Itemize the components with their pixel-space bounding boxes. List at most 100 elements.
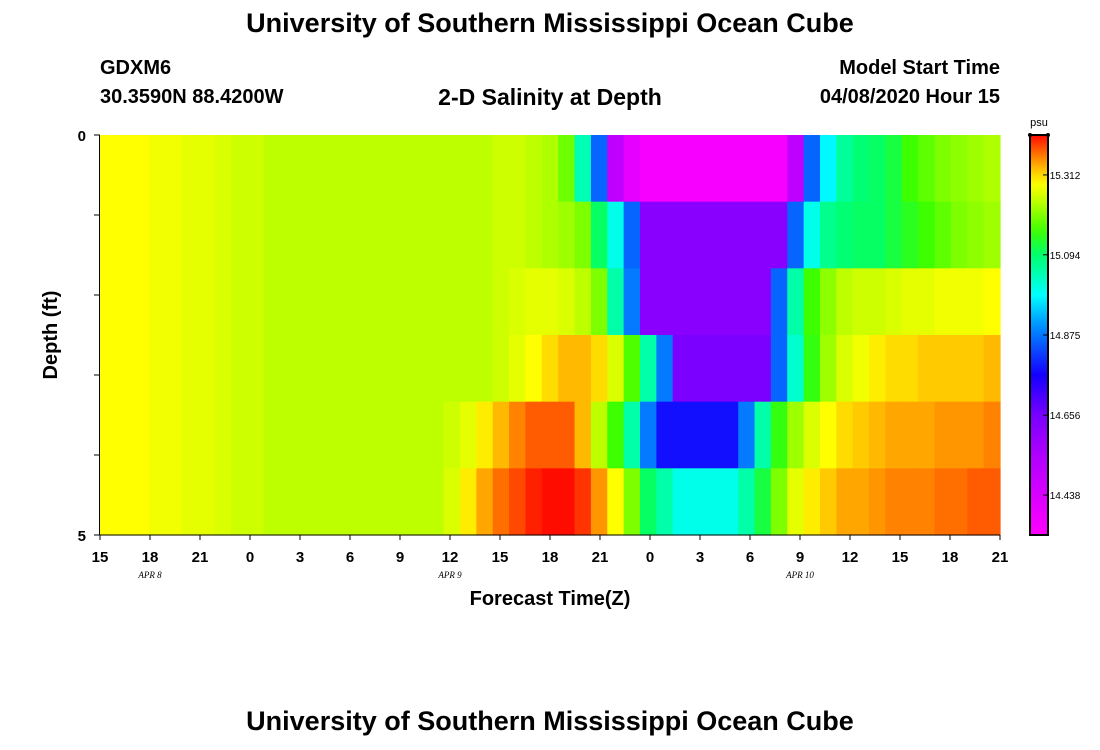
heatmap-cell bbox=[460, 268, 477, 336]
heatmap-cell bbox=[296, 401, 314, 469]
heatmap-cell bbox=[950, 401, 968, 469]
heatmap-cell bbox=[443, 135, 461, 203]
heatmap-cell bbox=[901, 335, 919, 403]
heatmap-cell bbox=[427, 468, 445, 536]
heatmap-cell bbox=[230, 135, 248, 203]
heatmap-cell bbox=[165, 468, 183, 536]
heatmap-cell bbox=[230, 335, 248, 403]
x-tick-label: 15 bbox=[92, 549, 109, 566]
heatmap-cell bbox=[721, 135, 739, 203]
station-coordinates: 30.3590N 88.4200W bbox=[100, 86, 284, 108]
heatmap-cell bbox=[181, 135, 199, 203]
heatmap-cell bbox=[149, 468, 167, 536]
heatmap-cell bbox=[394, 335, 412, 403]
x-tick-label: 9 bbox=[396, 549, 404, 566]
colorbar-tick-label: 15.312 bbox=[1050, 171, 1081, 182]
heatmap-cell bbox=[525, 268, 543, 336]
colorbar-corner-dot bbox=[1046, 133, 1050, 137]
heatmap-cell bbox=[787, 335, 805, 403]
heatmap-cell bbox=[149, 401, 167, 469]
heatmap-cell bbox=[869, 335, 887, 403]
heatmap-cell bbox=[181, 268, 199, 336]
heatmap-cell bbox=[263, 268, 281, 336]
heatmap-cell bbox=[820, 135, 837, 203]
heatmap-cell bbox=[361, 135, 379, 203]
heatmap-cell bbox=[460, 468, 477, 536]
heatmap-cell bbox=[869, 468, 887, 536]
heatmap-cell bbox=[934, 135, 952, 203]
heatmap-cell bbox=[296, 335, 314, 403]
heatmap-cell bbox=[983, 468, 1001, 536]
heatmap-cell bbox=[803, 268, 821, 336]
heatmap-cell bbox=[280, 401, 297, 469]
heatmap-cell bbox=[247, 268, 265, 336]
heatmap-cell bbox=[492, 201, 510, 269]
heatmap-cell bbox=[280, 335, 297, 403]
heatmap-cell bbox=[787, 135, 805, 203]
heatmap-cell bbox=[476, 201, 494, 269]
heatmap-cell bbox=[656, 468, 674, 536]
heatmap-cell bbox=[885, 201, 903, 269]
heatmap-cell bbox=[950, 335, 968, 403]
heatmap-cell bbox=[607, 135, 625, 203]
heatmap-cell bbox=[410, 468, 428, 536]
station-id: GDXM6 bbox=[100, 57, 172, 79]
heatmap-cell bbox=[247, 401, 265, 469]
heatmap-cell bbox=[820, 268, 837, 336]
heatmap-cell bbox=[885, 135, 903, 203]
heatmap-cell bbox=[607, 401, 625, 469]
heatmap-cell bbox=[558, 401, 576, 469]
heatmap-cell bbox=[132, 268, 150, 336]
heatmap-cell bbox=[590, 268, 608, 336]
heatmap-cell bbox=[312, 201, 330, 269]
heatmap-cell bbox=[754, 135, 772, 203]
heatmap-cell bbox=[263, 401, 281, 469]
heatmap-cell bbox=[214, 401, 232, 469]
heatmap-cell bbox=[263, 135, 281, 203]
x-tick-label: 0 bbox=[246, 549, 254, 566]
heatmap-cell bbox=[541, 201, 559, 269]
x-tick-label: 15 bbox=[492, 549, 509, 566]
heatmap-cell bbox=[427, 401, 445, 469]
heatmap-cell bbox=[852, 335, 870, 403]
heatmap-cell bbox=[280, 468, 297, 536]
x-tick-label: 12 bbox=[442, 549, 459, 566]
heatmap-cell bbox=[836, 135, 854, 203]
heatmap-cell bbox=[738, 268, 756, 336]
x-tick-label: 6 bbox=[346, 549, 354, 566]
heatmap-cell bbox=[198, 268, 216, 336]
chart-title: University of Southern Mississippi Ocean… bbox=[246, 8, 854, 38]
heatmap-cell bbox=[443, 268, 461, 336]
heatmap-cell bbox=[149, 268, 167, 336]
heatmap-cell bbox=[181, 201, 199, 269]
heatmap-cell bbox=[672, 201, 690, 269]
x-tick-label: 6 bbox=[746, 549, 754, 566]
heatmap-cell bbox=[345, 135, 363, 203]
heatmap-cell bbox=[738, 135, 756, 203]
heatmap-cell bbox=[770, 401, 788, 469]
heatmap-cell bbox=[378, 335, 396, 403]
heatmap-cell bbox=[590, 135, 608, 203]
heatmap-cell bbox=[803, 135, 821, 203]
heatmap-cell bbox=[492, 135, 510, 203]
heatmap-cell bbox=[918, 135, 936, 203]
heatmap-cell bbox=[214, 335, 232, 403]
heatmap-cell bbox=[640, 135, 657, 203]
heatmap-cell bbox=[934, 468, 952, 536]
plot-title: 2-D Salinity at Depth bbox=[438, 84, 662, 110]
heatmap-cell bbox=[574, 468, 592, 536]
heatmap-cell bbox=[672, 335, 690, 403]
heatmap-cell bbox=[410, 201, 428, 269]
heatmap-cell bbox=[820, 468, 837, 536]
heatmap-cell bbox=[100, 268, 117, 336]
heatmap-cell bbox=[901, 201, 919, 269]
heatmap-cell bbox=[181, 468, 199, 536]
heatmap-cell bbox=[198, 401, 216, 469]
heatmap-cell bbox=[656, 135, 674, 203]
heatmap-cell bbox=[361, 201, 379, 269]
heatmap-cell bbox=[836, 335, 854, 403]
heatmap-cell bbox=[787, 401, 805, 469]
heatmap-cell bbox=[312, 268, 330, 336]
heatmap-cell bbox=[918, 335, 936, 403]
heatmap-cell bbox=[410, 268, 428, 336]
